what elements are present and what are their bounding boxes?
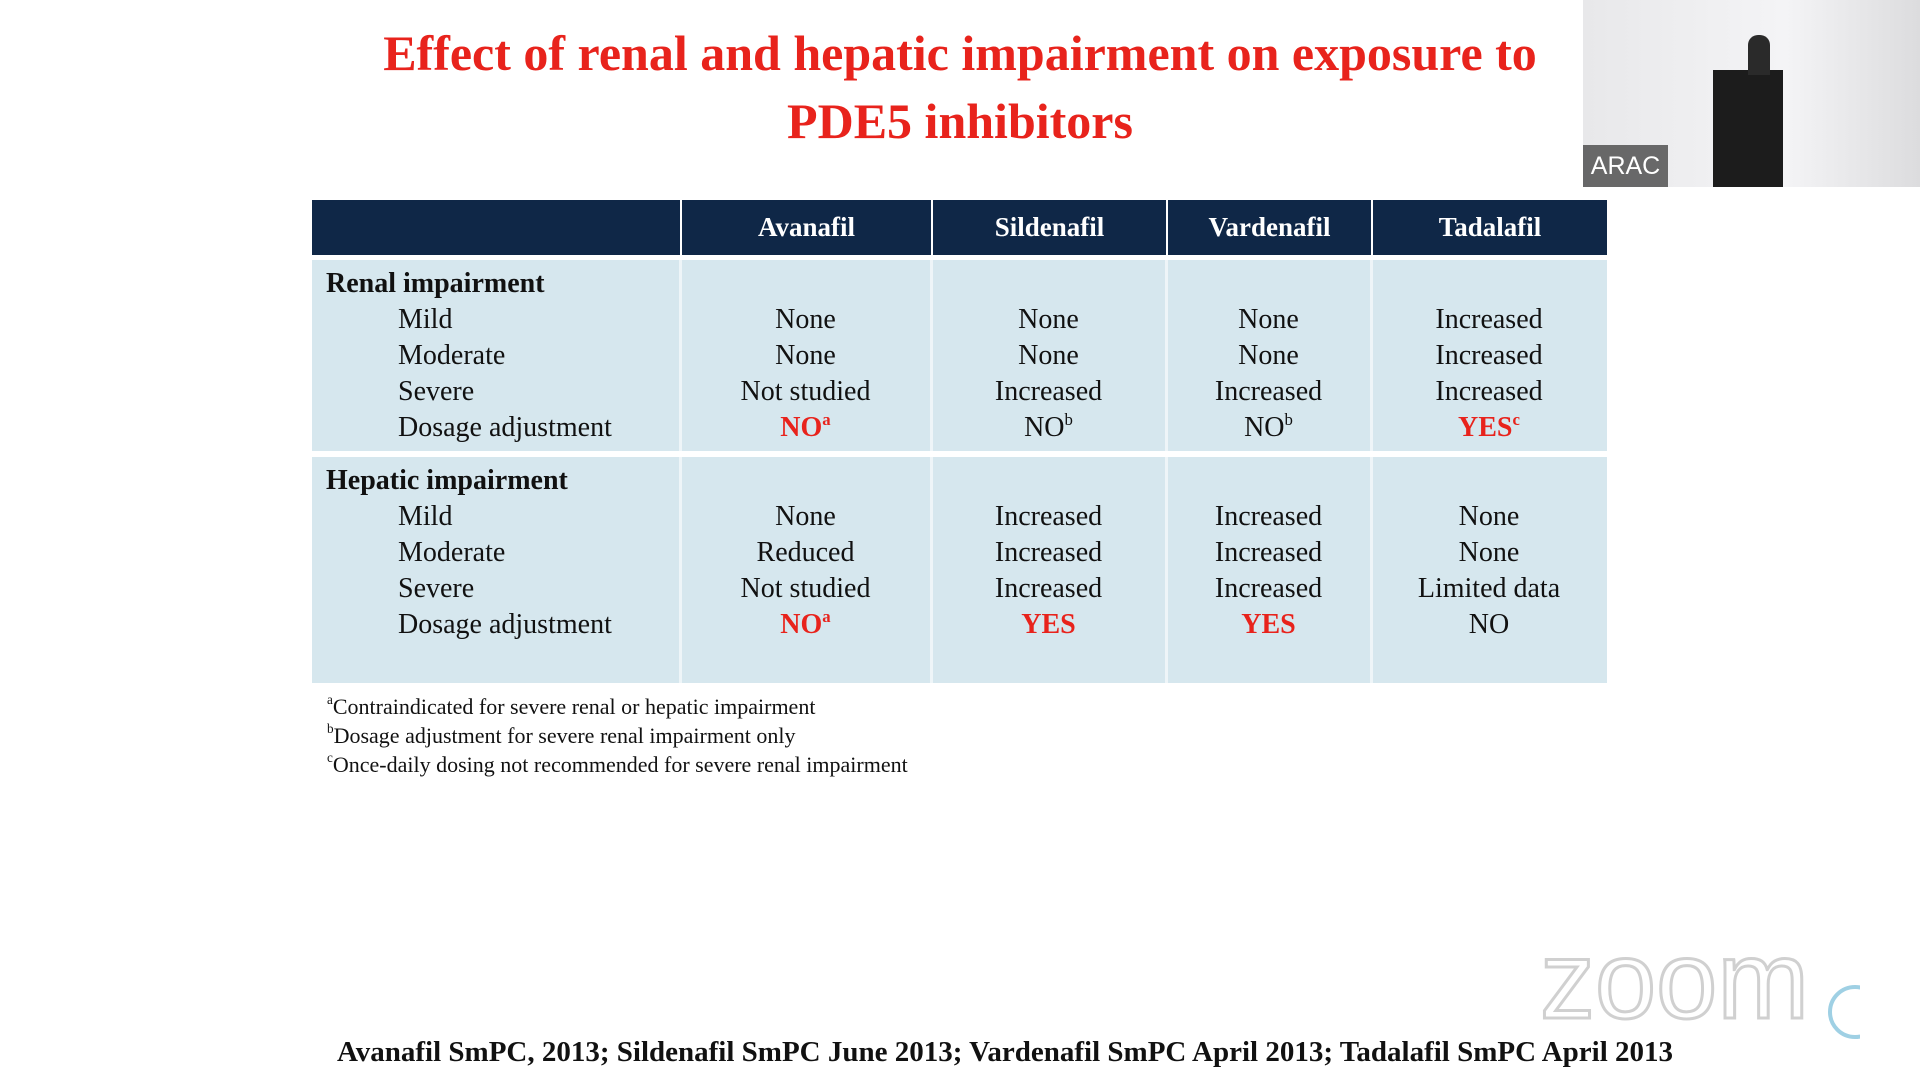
superscript: b — [1064, 410, 1073, 429]
column-divider — [1165, 457, 1168, 683]
cell: NO — [1468, 609, 1510, 640]
footnote-text: Once-daily dosing not recommended for se… — [332, 752, 908, 777]
cell-text: NO — [780, 412, 823, 443]
video-label: ARAC — [1583, 145, 1668, 187]
row-label: Moderate — [398, 537, 506, 568]
column-divider — [1370, 260, 1373, 451]
cell: Increased — [994, 501, 1103, 532]
cell-text: YES — [1241, 609, 1296, 640]
column-divider — [679, 260, 682, 451]
row-label: Mild — [398, 304, 453, 335]
row-label: Severe — [398, 376, 475, 407]
cell: Not studied — [740, 573, 871, 604]
column-header: Avanafil — [680, 200, 931, 255]
superscript: b — [327, 721, 334, 736]
header-row — [312, 200, 1607, 255]
row-label: Dosage adjustment — [398, 412, 612, 443]
cell: None — [775, 501, 836, 532]
section-band — [312, 457, 1607, 683]
video-thumbnail[interactable]: ARAC — [1583, 0, 1920, 187]
citation: Avanafil SmPC, 2013; Sildenafil SmPC Jun… — [336, 1036, 1673, 1068]
section-title: Renal impairment — [326, 268, 545, 299]
row-label: Mild — [398, 501, 453, 532]
cell-text: NO — [780, 609, 823, 640]
row-label: Dosage adjustment — [398, 609, 612, 640]
column-header: Vardenafil — [1166, 200, 1371, 255]
superscript: b — [1284, 410, 1293, 429]
cell: Limited data — [1417, 573, 1561, 604]
section-band — [312, 260, 1607, 451]
cell-text: YES — [1021, 609, 1076, 640]
cell: Increased — [994, 573, 1103, 604]
cell: None — [1018, 340, 1079, 371]
logo-icon — [1828, 985, 1860, 1039]
cell: Increased — [1214, 501, 1323, 532]
superscript: a — [327, 692, 333, 707]
row-label: Severe — [398, 573, 475, 604]
cell: Increased — [1214, 376, 1323, 407]
cell: None — [1458, 501, 1520, 532]
footnote: aContraindicated for severe renal or hep… — [327, 692, 816, 720]
speaker — [1748, 35, 1770, 75]
cell: Increased — [1214, 573, 1323, 604]
cell: YES — [1021, 609, 1075, 641]
cell: None — [1238, 304, 1299, 335]
footnote: cOnce-daily dosing not recommended for s… — [327, 750, 908, 778]
watermark: zoom — [1539, 930, 1860, 1044]
superscript: a — [822, 607, 831, 626]
column-divider — [1370, 457, 1373, 683]
cell-text: NO — [1244, 412, 1285, 443]
cell-text: NO — [1024, 412, 1065, 443]
superscript: c — [327, 750, 333, 765]
cell: Not studied — [740, 376, 871, 407]
cell: NOa — [780, 607, 831, 641]
cell: Increased — [1214, 537, 1323, 568]
cell: NOb — [1024, 410, 1073, 444]
title-line: Effect of renal and hepatic impairment o… — [383, 25, 1537, 81]
cell: YES — [1241, 609, 1295, 641]
cell: Increased — [1435, 340, 1543, 371]
column-divider — [930, 260, 933, 451]
title-line: PDE5 inhibitors — [787, 93, 1133, 149]
cell: None — [775, 340, 836, 371]
cell: None — [775, 304, 836, 335]
column-divider — [679, 457, 682, 683]
footnote: bDosage adjustment for severe renal impa… — [327, 721, 796, 749]
column-header: Tadalafil — [1371, 200, 1607, 255]
cell: Increased — [994, 537, 1103, 568]
column-divider — [930, 457, 933, 683]
cell: None — [1018, 304, 1079, 335]
section-title: Hepatic impairment — [326, 465, 568, 496]
cell: Increased — [1435, 376, 1543, 407]
cell: None — [1458, 537, 1520, 568]
cell: None — [1238, 340, 1299, 371]
cell: Increased — [994, 376, 1103, 407]
column-header: Sildenafil — [931, 200, 1166, 255]
cell: NOb — [1244, 410, 1293, 444]
row-label: Moderate — [398, 340, 506, 371]
podium — [1713, 70, 1783, 187]
cell-text: YES — [1458, 412, 1513, 443]
footnote-text: Dosage adjustment for severe renal impai… — [333, 723, 796, 748]
zoom-watermark: zoom — [1540, 930, 1809, 1042]
cell: Reduced — [756, 537, 855, 568]
cell: NOa — [780, 410, 831, 444]
cell: YESc — [1458, 410, 1520, 444]
superscript: c — [1512, 410, 1520, 429]
footnote-text: Contraindicated for severe renal or hepa… — [332, 694, 816, 719]
cell: Increased — [1435, 304, 1543, 335]
column-divider — [1165, 260, 1168, 451]
superscript: a — [822, 410, 831, 429]
